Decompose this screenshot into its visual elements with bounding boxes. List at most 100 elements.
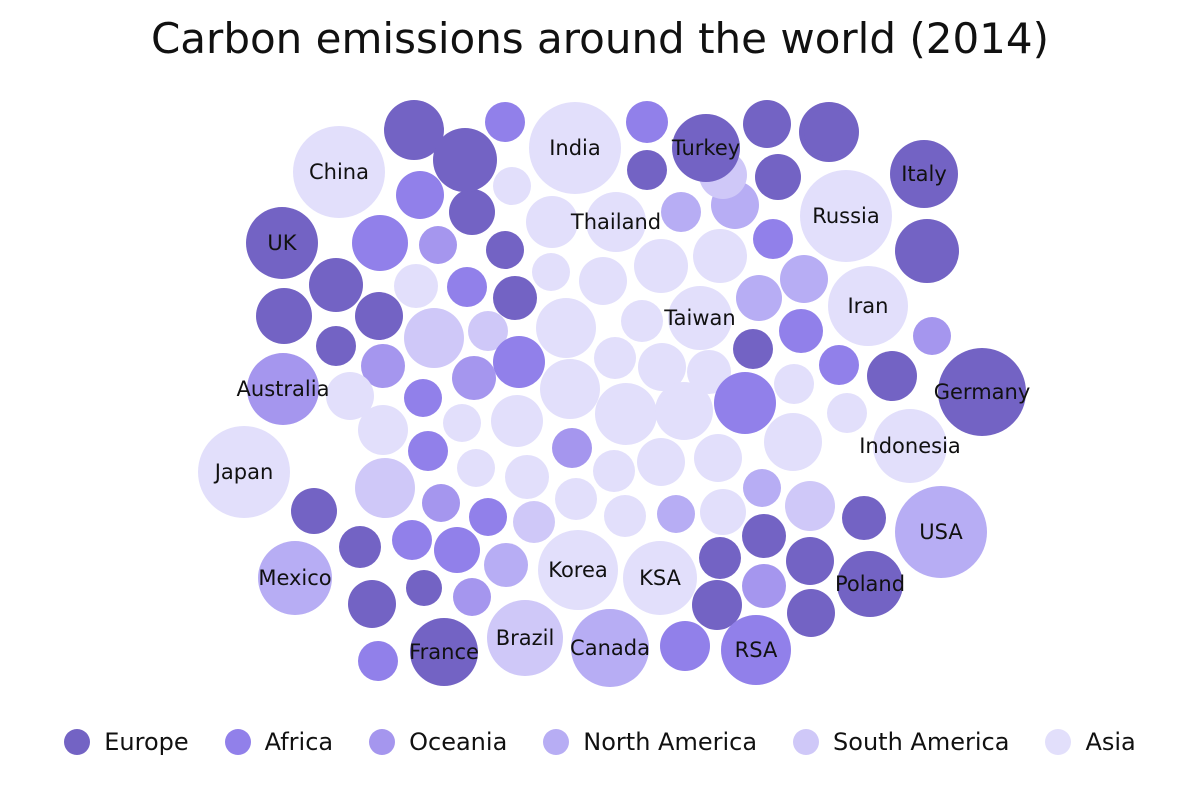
bubble-circle [627,150,667,190]
bubble [555,478,597,520]
bubble-circle [867,351,917,401]
legend-swatch [793,729,820,755]
bubble-circle [485,102,525,142]
bubble [913,317,951,355]
bubble [627,150,667,190]
bubble-label: Poland [835,572,905,596]
bubble-circle [555,478,597,520]
bubble-label: Korea [548,558,608,582]
bubble-circle [626,101,668,143]
bubble [742,564,786,608]
bubble [355,458,415,518]
bubble-label: Russia [812,204,880,228]
bubble-italy: Italy [890,140,958,208]
bubble [358,641,398,681]
bubble-label: Thailand [570,210,661,234]
bubble-rsa: RSA [721,615,791,685]
bubble [660,621,710,671]
bubble-circle [699,537,741,579]
bubble [621,300,663,342]
bubble-label: RSA [735,638,778,662]
bubble-france: France [409,618,479,686]
bubble [404,379,442,417]
bubble-circle [452,356,496,400]
bubble-circle [309,258,363,312]
bubble-circle [453,578,491,616]
bubble [256,288,312,344]
bubble [513,501,555,543]
bubble [348,580,396,628]
bubble-germany: Germany [934,348,1030,436]
bubble-circle [348,580,396,628]
bubble-circle [493,336,545,388]
bubble [339,526,381,568]
legend-swatch [369,729,396,755]
bubble-circle [404,379,442,417]
bubble [352,215,408,271]
bubble-circle [571,609,649,687]
bubble [742,514,786,558]
bubble-circle [638,343,686,391]
bubble-circle [358,405,408,455]
bubble-circle [785,481,835,531]
bubble-label: India [549,136,601,160]
legend-swatch [64,729,91,755]
bubble [291,488,337,534]
bubble-circle [352,215,408,271]
bubble-circle [753,219,793,259]
legend-label: Africa [264,728,334,756]
bubble-circle [505,455,549,499]
bubble [694,434,742,482]
bubble-uk: UK [246,207,318,279]
bubble-circle [637,438,685,486]
bubble [657,495,695,533]
bubble-circle [443,404,481,442]
bubble-circle [469,498,507,536]
bubble-circle [621,300,663,342]
bubble-circle [819,345,859,385]
bubble [637,438,685,486]
bubble-circle [256,288,312,344]
bubble-brazil: Brazil [487,600,563,676]
legend-item-africa: Africa [224,728,334,756]
bubble-circle [493,167,531,205]
bubble [433,128,497,192]
bubble-circle [938,348,1026,436]
bubble-circle [540,359,600,419]
bubble-circle [468,311,508,351]
bubble-circle [827,393,867,433]
bubble-taiwan: Taiwan [663,286,736,350]
bubble-circle [487,600,563,676]
bubble [453,578,491,616]
bubble-label: China [309,160,369,184]
bubble-label: UK [267,231,297,255]
bubble [819,345,859,385]
bubble-circle [526,196,578,248]
bubble [827,393,867,433]
legend-swatch [224,729,251,755]
chart-title: Carbon emissions around the world (2014) [150,14,1050,63]
bubble [755,154,801,200]
bubble-label: Brazil [496,626,555,650]
bubble-circle [392,520,432,560]
bubble-circle [634,239,688,293]
legend-item-europe: Europe [64,728,189,756]
legend-label: Oceania [409,728,508,756]
bubble [594,337,636,379]
bubble [787,589,835,637]
bubble-circle [536,298,596,358]
bubble [753,219,793,259]
bubble [457,449,495,487]
bubble-circle [743,469,781,507]
bubble-circle [422,484,460,522]
bubble [468,311,508,351]
legend-item-oceania: Oceania [369,728,507,756]
bubble-circle [721,615,791,685]
bubble-usa: USA [895,486,987,578]
bubble [552,428,592,468]
bubble [408,431,448,471]
bubble-circle [755,154,801,200]
bubble-label: Mexico [258,566,331,590]
bubble-circle [672,114,740,182]
bubble-mexico: Mexico [258,541,332,615]
